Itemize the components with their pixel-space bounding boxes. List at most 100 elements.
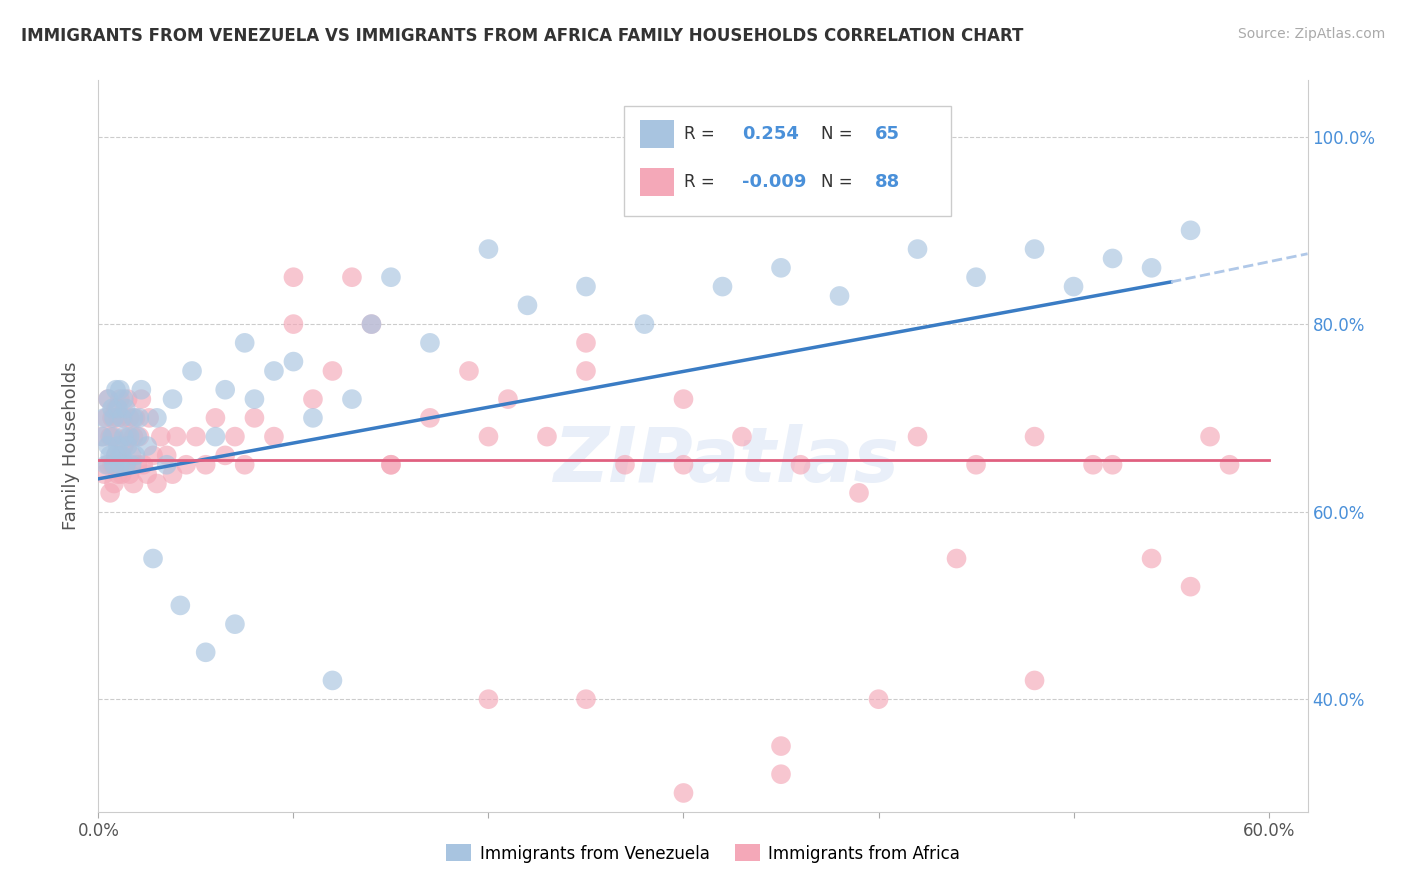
Point	[96, 410, 118, 425]
Point	[321, 673, 343, 688]
Point	[98, 449, 121, 463]
Point	[214, 383, 236, 397]
Point	[194, 458, 217, 472]
Point	[101, 401, 124, 416]
Point	[633, 317, 655, 331]
Point	[93, 410, 115, 425]
Point	[142, 551, 165, 566]
Point	[458, 364, 481, 378]
Point	[419, 335, 441, 350]
Point	[127, 429, 149, 443]
Point	[93, 467, 115, 482]
Point	[194, 645, 217, 659]
Point	[96, 458, 118, 472]
Point	[380, 270, 402, 285]
Point	[769, 739, 792, 753]
Point	[828, 289, 851, 303]
Point	[117, 429, 139, 443]
Point	[233, 335, 256, 350]
Point	[165, 429, 187, 443]
Point	[112, 439, 135, 453]
Point	[162, 467, 184, 482]
Point	[169, 599, 191, 613]
Text: ZIPatlas: ZIPatlas	[554, 424, 900, 498]
Point	[380, 458, 402, 472]
Point	[118, 410, 141, 425]
Point	[496, 392, 519, 406]
Point	[122, 410, 145, 425]
FancyBboxPatch shape	[640, 168, 673, 196]
Point	[103, 458, 125, 472]
Point	[101, 458, 124, 472]
Point	[1180, 223, 1202, 237]
Point	[91, 429, 114, 443]
Point	[112, 392, 135, 406]
Point	[127, 458, 149, 472]
Text: IMMIGRANTS FROM VENEZUELA VS IMMIGRANTS FROM AFRICA FAMILY HOUSEHOLDS CORRELATIO: IMMIGRANTS FROM VENEZUELA VS IMMIGRANTS …	[21, 27, 1024, 45]
Point	[419, 410, 441, 425]
Point	[243, 410, 266, 425]
Point	[156, 458, 179, 472]
Point	[103, 429, 125, 443]
Point	[477, 242, 499, 256]
Point	[380, 458, 402, 472]
Point	[789, 458, 811, 472]
Point	[117, 439, 139, 453]
Point	[769, 260, 792, 275]
Point	[965, 270, 987, 285]
Text: R =: R =	[683, 173, 714, 191]
Point	[104, 449, 127, 463]
Point	[101, 410, 124, 425]
Point	[263, 364, 285, 378]
Point	[243, 392, 266, 406]
Point	[340, 270, 363, 285]
Point	[224, 429, 246, 443]
Point	[97, 392, 120, 406]
FancyBboxPatch shape	[624, 106, 950, 216]
Point	[965, 458, 987, 472]
Text: N =: N =	[821, 173, 853, 191]
Point	[536, 429, 558, 443]
Point	[302, 410, 325, 425]
Point	[91, 429, 114, 443]
Point	[98, 486, 121, 500]
Point	[1140, 260, 1163, 275]
Point	[107, 410, 129, 425]
Point	[138, 410, 160, 425]
Point	[181, 364, 204, 378]
Point	[945, 551, 967, 566]
Point	[131, 383, 153, 397]
Point	[112, 410, 135, 425]
Point	[224, 617, 246, 632]
Point	[1101, 252, 1123, 266]
Point	[477, 429, 499, 443]
Point	[477, 692, 499, 706]
Point	[1081, 458, 1104, 472]
Point	[1140, 551, 1163, 566]
Point	[97, 439, 120, 453]
Point	[149, 429, 172, 443]
Point	[672, 786, 695, 800]
Point	[1024, 242, 1046, 256]
Text: 88: 88	[875, 173, 900, 191]
Point	[1199, 429, 1222, 443]
Point	[204, 429, 226, 443]
Point	[114, 458, 136, 472]
Point	[283, 317, 305, 331]
Point	[132, 458, 155, 472]
Point	[107, 467, 129, 482]
Point	[128, 429, 150, 443]
Point	[112, 429, 135, 443]
Point	[340, 392, 363, 406]
Point	[1063, 279, 1085, 293]
Point	[108, 392, 131, 406]
Point	[97, 392, 120, 406]
Point	[575, 279, 598, 293]
Point	[101, 429, 124, 443]
Legend: Immigrants from Venezuela, Immigrants from Africa: Immigrants from Venezuela, Immigrants fr…	[440, 838, 966, 869]
FancyBboxPatch shape	[640, 120, 673, 147]
Point	[868, 692, 890, 706]
Point	[124, 449, 146, 463]
Point	[731, 429, 754, 443]
Text: 65: 65	[875, 125, 900, 143]
